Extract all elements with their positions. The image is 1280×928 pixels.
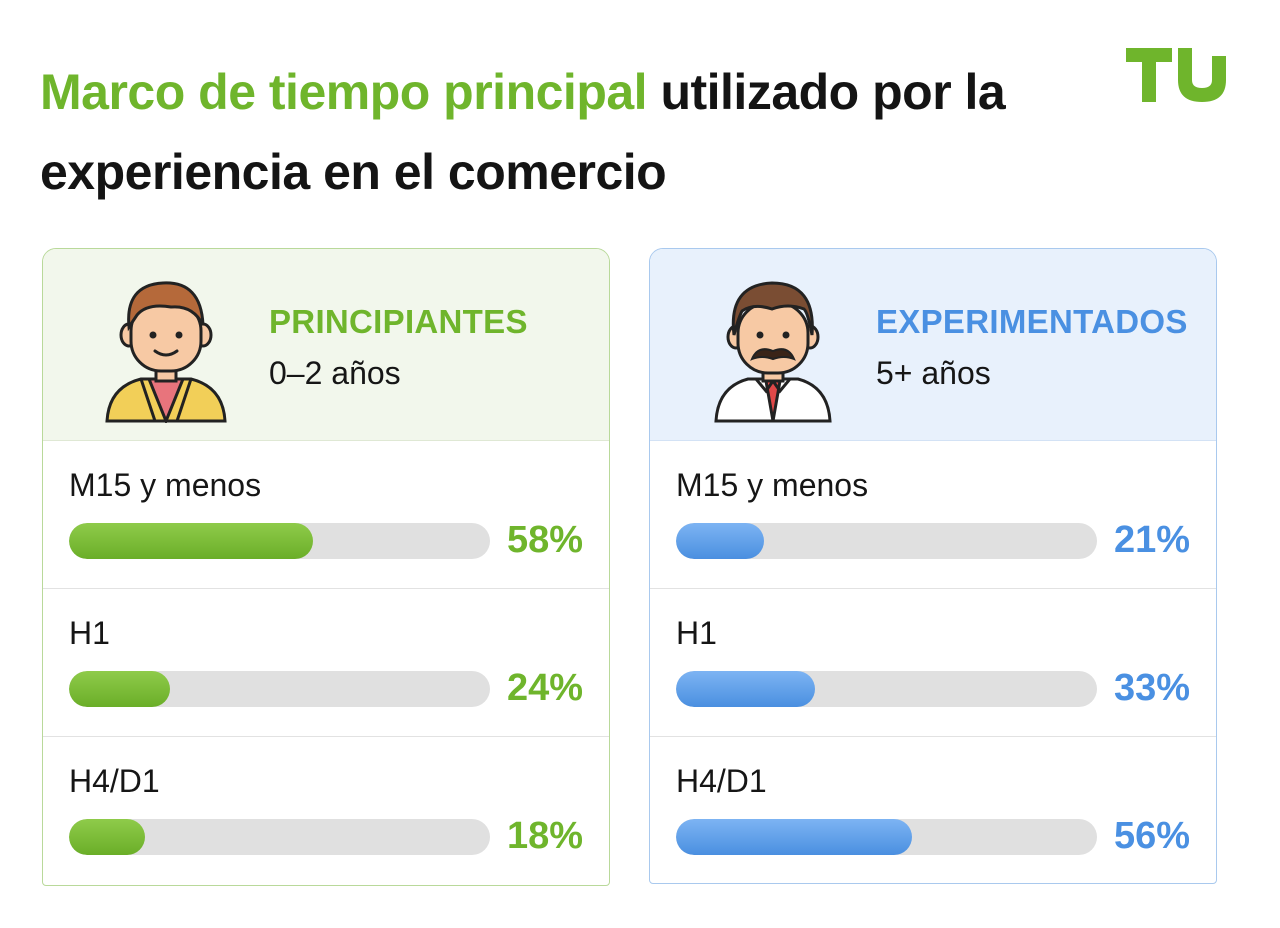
page-title: Marco de tiempo principal utilizado por … xyxy=(40,52,1060,212)
bar-label: H4/D1 xyxy=(676,763,767,799)
experienced-panel: EXPERIMENTADOS 5+ años M15 y menos 21% H… xyxy=(649,248,1217,884)
bar-fill xyxy=(676,523,765,559)
bar-fill xyxy=(676,671,815,707)
bar-label: H1 xyxy=(676,615,717,651)
bar-track xyxy=(69,523,490,559)
bar-row: M15 y menos 58% xyxy=(43,441,609,589)
bar-row: H4/D1 56% xyxy=(650,737,1216,883)
experienced-years: 5+ años xyxy=(876,355,991,391)
bar-row: H4/D1 18% xyxy=(43,737,609,885)
bar-value-label: 56% xyxy=(1113,815,1190,857)
bar-fill xyxy=(676,819,912,855)
beginners-title: PRINCIPIANTES xyxy=(269,303,528,340)
bar-value-label: 21% xyxy=(1113,519,1190,561)
bar-track xyxy=(676,523,1097,559)
bar-label: H4/D1 xyxy=(69,763,160,799)
bar-label: H1 xyxy=(69,615,110,651)
title-accent: Marco de tiempo principal xyxy=(40,64,648,120)
title-rest: utilizado por la experiencia en el comer… xyxy=(40,64,1006,200)
bar-track xyxy=(69,819,490,855)
bar-row: M15 y menos 21% xyxy=(650,441,1216,589)
bar-fill xyxy=(69,671,171,707)
bar-track xyxy=(69,671,490,707)
bar-label: M15 y menos xyxy=(69,467,262,503)
beginners-panel: PRINCIPIANTES 0–2 años M15 y menos 58% H… xyxy=(42,248,610,886)
bar-track xyxy=(676,819,1097,855)
experienced-title: EXPERIMENTADOS xyxy=(876,303,1188,340)
mustache-man-avatar-icon xyxy=(714,281,832,423)
bar-value-label: 58% xyxy=(506,519,583,561)
bar-value-label: 33% xyxy=(1113,667,1190,709)
bar-row: H1 24% xyxy=(43,589,609,737)
beginners-header: PRINCIPIANTES 0–2 años xyxy=(43,249,609,441)
young-man-avatar-icon xyxy=(105,281,227,423)
bar-value-label: 24% xyxy=(506,667,583,709)
beginners-years: 0–2 años xyxy=(269,355,401,391)
bar-fill xyxy=(69,523,314,559)
bar-label: M15 y menos xyxy=(676,467,869,503)
bar-fill xyxy=(69,819,145,855)
experienced-header: EXPERIMENTADOS 5+ años xyxy=(650,249,1216,441)
bar-track xyxy=(676,671,1097,707)
tu-logo-icon xyxy=(1126,48,1226,102)
bar-row: H1 33% xyxy=(650,589,1216,737)
bar-value-label: 18% xyxy=(506,815,583,857)
